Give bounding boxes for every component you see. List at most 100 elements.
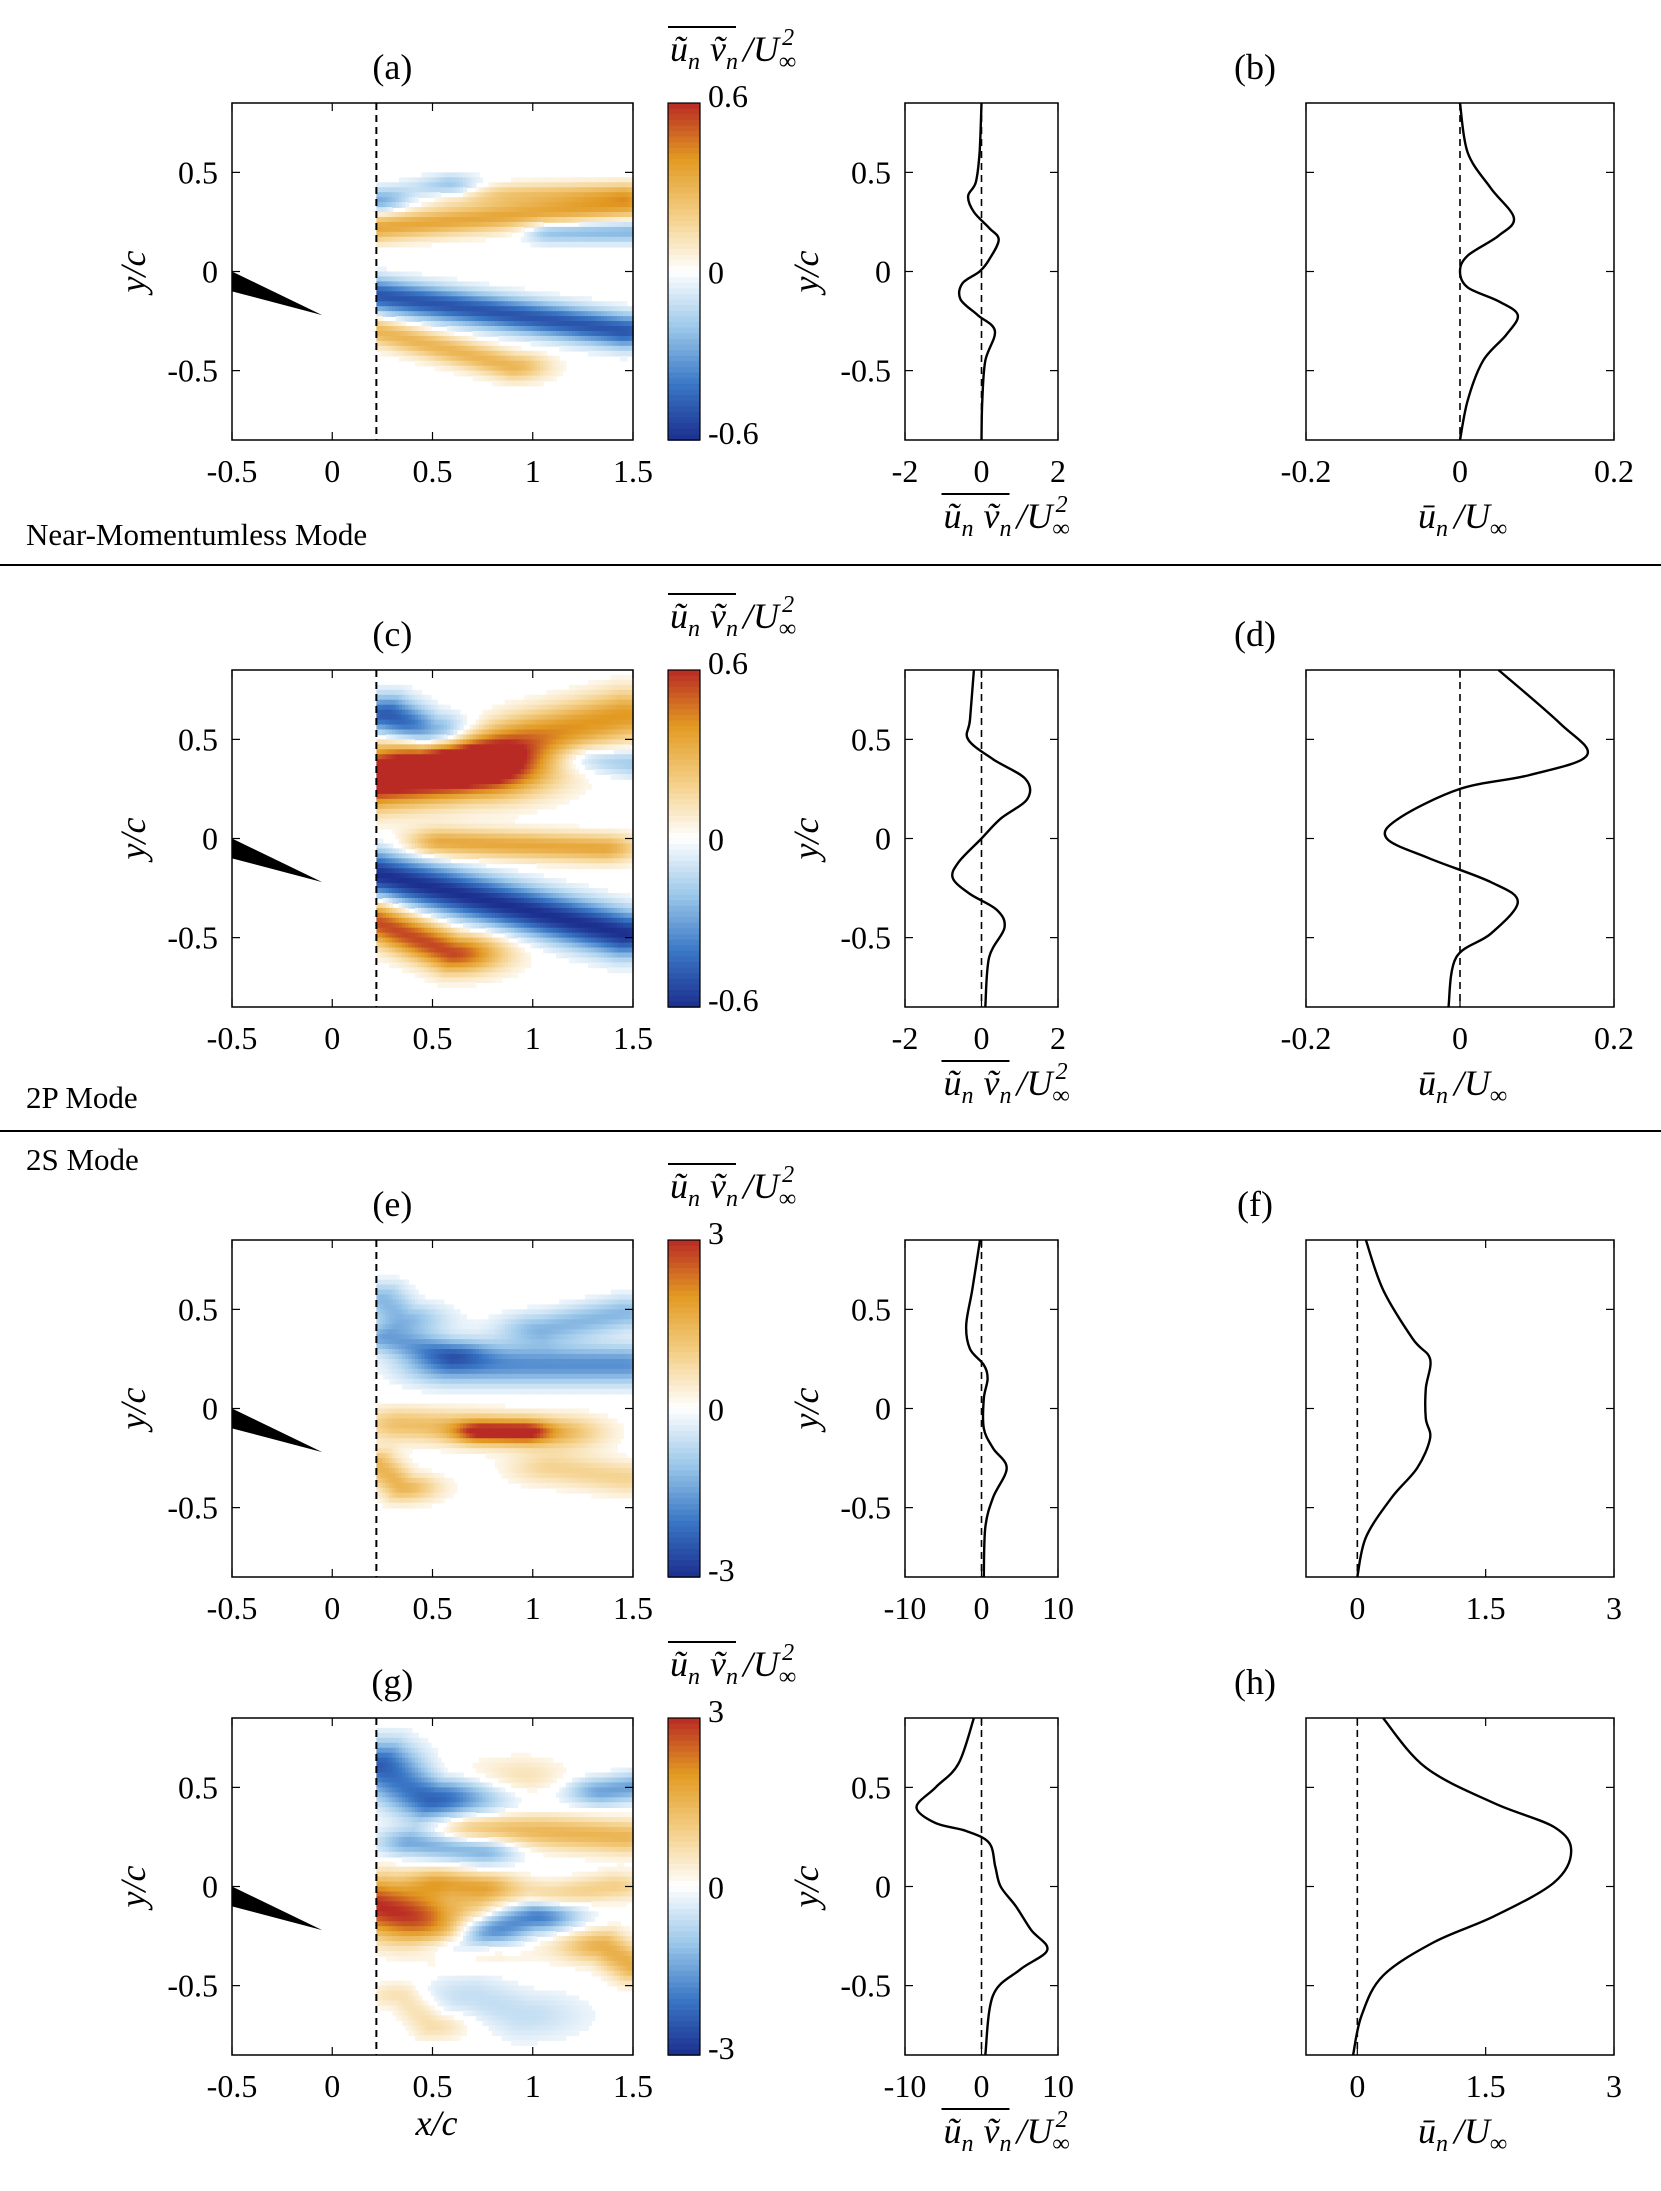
heatmap-cell [629, 306, 634, 312]
heatmap-cell [488, 182, 493, 189]
heatmap-cell [424, 694, 429, 701]
heatmap-cell [418, 360, 423, 367]
heatmap-cell [379, 291, 384, 298]
heatmap-cell [482, 788, 487, 795]
heatmap-cell [491, 937, 496, 944]
heatmap-cell [507, 216, 512, 223]
heatmap-cell [459, 197, 464, 203]
heatmap-cell [408, 719, 413, 726]
heatmap-cell [546, 306, 551, 312]
heatmap-cell [446, 729, 451, 736]
heatmap-cell [597, 216, 602, 223]
heatmap-cell [588, 301, 593, 307]
heatmap-cell [469, 803, 474, 810]
x-tick-label: -0.5 [207, 453, 258, 489]
heatmap-cell [385, 823, 390, 830]
heatmap-cell [504, 858, 509, 865]
heatmap-cell [395, 868, 400, 874]
heatmap-cell [382, 281, 387, 288]
heatmap-cell [469, 888, 474, 894]
heatmap-cell [446, 769, 451, 775]
heatmap-cell [520, 321, 525, 327]
heatmap-cell [414, 843, 419, 850]
heatmap-cell [430, 306, 435, 312]
heatmap-cell [456, 172, 461, 179]
heatmap-cell [392, 759, 397, 765]
heatmap-cell [440, 177, 445, 184]
heatmap-cell [562, 231, 567, 238]
heatmap-cell [485, 917, 490, 924]
heatmap-cell [405, 202, 410, 208]
heatmap-cell [402, 316, 407, 322]
heatmap-cell [539, 375, 544, 382]
heatmap-cell [485, 316, 490, 322]
heatmap-cell [443, 888, 448, 894]
heatmap-cell [485, 798, 490, 805]
heatmap-cell [395, 187, 400, 194]
heatmap-cell [421, 947, 426, 954]
heatmap-cell [501, 828, 506, 835]
heatmap-cell [466, 316, 471, 322]
heatmap-cell [498, 902, 503, 909]
heatmap-cell [434, 897, 439, 904]
heatmap-cell [395, 709, 400, 716]
heatmap-cell [479, 192, 484, 198]
heatmap-cell [462, 783, 467, 790]
heatmap-cell [408, 937, 413, 944]
heatmap-cell [421, 316, 426, 322]
heatmap-cell [398, 759, 403, 765]
heatmap-cell [466, 207, 471, 213]
heatmap-cell [482, 907, 487, 914]
heatmap-cell [495, 360, 500, 367]
heatmap-cell [411, 853, 416, 860]
heatmap-cell [482, 893, 487, 899]
heatmap-cell [536, 291, 541, 298]
heatmap-cell [488, 207, 493, 213]
heatmap-cell [511, 873, 516, 879]
heatmap-cell [472, 883, 477, 889]
heatmap-cell [456, 709, 461, 716]
colorbar-cell [668, 243, 700, 250]
heatmap-cell [398, 902, 403, 909]
heatmap-cell [552, 182, 557, 189]
heatmap-cell [495, 848, 500, 855]
heatmap-cell [408, 739, 413, 746]
heatmap-cell [446, 828, 451, 835]
heatmap-cell [482, 868, 487, 874]
heatmap-cell [495, 779, 500, 785]
heatmap-cell [469, 893, 474, 899]
heatmap-cell [446, 947, 451, 954]
heatmap-cell [424, 947, 429, 954]
heatmap-cell [453, 833, 458, 840]
heatmap-cell [539, 207, 544, 213]
heatmap-cell [475, 345, 480, 352]
heatmap-cell [385, 192, 390, 198]
heatmap-cell [443, 813, 448, 820]
heatmap-cell [507, 788, 512, 795]
heatmap-cell [488, 316, 493, 322]
heatmap-cell [523, 779, 528, 785]
heatmap-cell [389, 197, 394, 203]
heatmap-cell [623, 326, 628, 332]
heatmap-cell [549, 241, 554, 248]
heatmap-cell [385, 783, 390, 790]
heatmap-cell [405, 714, 410, 721]
heatmap-cell [443, 868, 448, 874]
heatmap-cell [434, 972, 439, 979]
heatmap-cell [402, 221, 407, 228]
heatmap-cell [402, 803, 407, 810]
heatmap-cell [482, 759, 487, 765]
heatmap-cell [466, 888, 471, 894]
heatmap-cell [498, 216, 503, 223]
heatmap-cell [591, 316, 596, 322]
heatmap-cell [565, 316, 570, 322]
heatmap-cell [485, 197, 490, 203]
heatmap-cell [466, 833, 471, 840]
heatmap-cell [408, 699, 413, 706]
heatmap-cell [594, 236, 599, 243]
heatmap-cell [421, 207, 426, 213]
heatmap-cell [453, 823, 458, 830]
heatmap-cell [572, 301, 577, 307]
heatmap-cell [462, 947, 467, 954]
heatmap-cell [414, 823, 419, 830]
